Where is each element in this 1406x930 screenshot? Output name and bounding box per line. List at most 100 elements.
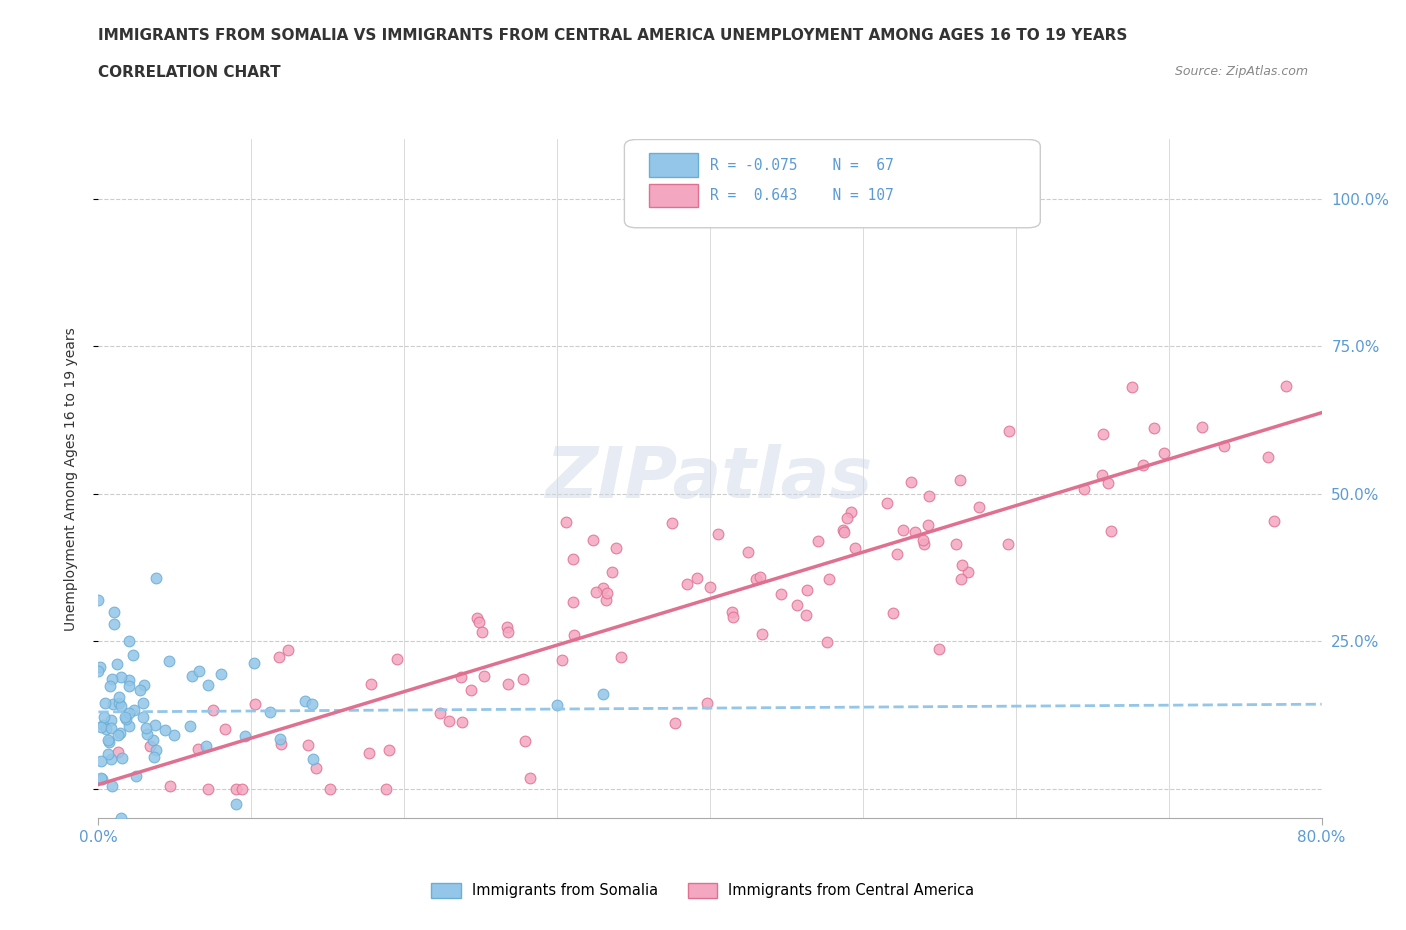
Point bbox=[115, 712, 138, 727]
Point bbox=[997, 537, 1019, 551]
Point bbox=[496, 624, 519, 639]
Point bbox=[243, 656, 266, 671]
Point bbox=[807, 534, 830, 549]
Point bbox=[107, 744, 129, 759]
Point bbox=[225, 781, 247, 796]
Point bbox=[91, 718, 114, 733]
FancyBboxPatch shape bbox=[624, 140, 1040, 228]
Point bbox=[301, 752, 323, 767]
Point bbox=[562, 551, 585, 566]
Point bbox=[269, 732, 291, 747]
Point bbox=[87, 663, 110, 678]
Point bbox=[1073, 482, 1095, 497]
Point bbox=[562, 595, 585, 610]
Point bbox=[159, 778, 181, 793]
Point bbox=[1257, 449, 1279, 464]
Point bbox=[592, 580, 614, 595]
Point bbox=[90, 720, 112, 735]
Point bbox=[900, 474, 922, 489]
Point bbox=[297, 737, 319, 752]
Point bbox=[197, 677, 219, 692]
Point bbox=[93, 696, 115, 711]
Text: R = -0.075    N =  67: R = -0.075 N = 67 bbox=[710, 158, 894, 173]
Bar bbox=[650, 183, 697, 207]
Point bbox=[357, 746, 380, 761]
Point bbox=[143, 750, 166, 764]
Text: IMMIGRANTS FROM SOMALIA VS IMMIGRANTS FROM CENTRAL AMERICA UNEMPLOYMENT AMONG AG: IMMIGRANTS FROM SOMALIA VS IMMIGRANTS FR… bbox=[98, 28, 1128, 43]
Point bbox=[839, 504, 862, 519]
Text: Source: ZipAtlas.com: Source: ZipAtlas.com bbox=[1174, 65, 1308, 78]
Point bbox=[96, 722, 118, 737]
Point bbox=[201, 703, 224, 718]
Point bbox=[949, 472, 972, 487]
Point bbox=[950, 572, 973, 587]
Point bbox=[108, 696, 131, 711]
Point bbox=[513, 734, 536, 749]
Point bbox=[101, 697, 124, 711]
Point bbox=[832, 525, 855, 539]
Point bbox=[882, 605, 904, 620]
Point bbox=[225, 796, 247, 811]
Point bbox=[107, 727, 129, 742]
Point bbox=[952, 558, 974, 573]
Point bbox=[259, 705, 281, 720]
Point bbox=[472, 669, 495, 684]
Point bbox=[562, 628, 585, 643]
Point bbox=[605, 540, 627, 555]
Point bbox=[270, 737, 292, 751]
Point bbox=[197, 781, 219, 796]
Point bbox=[157, 654, 180, 669]
Point bbox=[770, 587, 793, 602]
Point bbox=[600, 565, 623, 579]
Point bbox=[748, 569, 770, 584]
Point bbox=[122, 702, 145, 717]
Point bbox=[467, 615, 489, 630]
Point bbox=[610, 649, 633, 664]
Point bbox=[585, 584, 607, 599]
Point bbox=[699, 579, 721, 594]
Point bbox=[305, 761, 328, 776]
Point bbox=[385, 651, 408, 666]
Point bbox=[103, 617, 125, 631]
Point bbox=[118, 718, 141, 733]
Point bbox=[91, 771, 114, 786]
Point bbox=[187, 741, 209, 756]
Point bbox=[596, 586, 619, 601]
Point bbox=[1097, 476, 1119, 491]
Point bbox=[101, 671, 124, 686]
Point bbox=[100, 752, 122, 767]
Point bbox=[277, 643, 299, 658]
Text: CORRELATION CHART: CORRELATION CHART bbox=[98, 65, 281, 80]
Point bbox=[97, 747, 120, 762]
Point bbox=[546, 698, 568, 712]
Point bbox=[745, 571, 768, 586]
Point bbox=[267, 649, 290, 664]
Point bbox=[319, 781, 342, 796]
Point bbox=[105, 657, 128, 671]
Point bbox=[592, 686, 614, 701]
Point bbox=[100, 721, 122, 736]
Point bbox=[551, 652, 574, 667]
Point bbox=[360, 677, 382, 692]
Point bbox=[118, 634, 141, 649]
Point bbox=[815, 635, 838, 650]
Point bbox=[796, 582, 818, 597]
Point bbox=[661, 516, 683, 531]
Point bbox=[450, 670, 472, 684]
Bar bbox=[650, 153, 697, 177]
Point bbox=[835, 511, 858, 525]
Point bbox=[89, 660, 111, 675]
Point bbox=[90, 753, 112, 768]
Point bbox=[928, 641, 950, 656]
Point bbox=[103, 604, 125, 619]
Point bbox=[945, 537, 967, 551]
Point bbox=[794, 607, 817, 622]
Point bbox=[496, 676, 519, 691]
Point bbox=[1101, 524, 1123, 538]
Point bbox=[163, 728, 186, 743]
Point bbox=[107, 689, 129, 704]
Point bbox=[114, 710, 136, 724]
Point bbox=[721, 604, 744, 619]
Point bbox=[967, 499, 990, 514]
Point bbox=[582, 533, 605, 548]
